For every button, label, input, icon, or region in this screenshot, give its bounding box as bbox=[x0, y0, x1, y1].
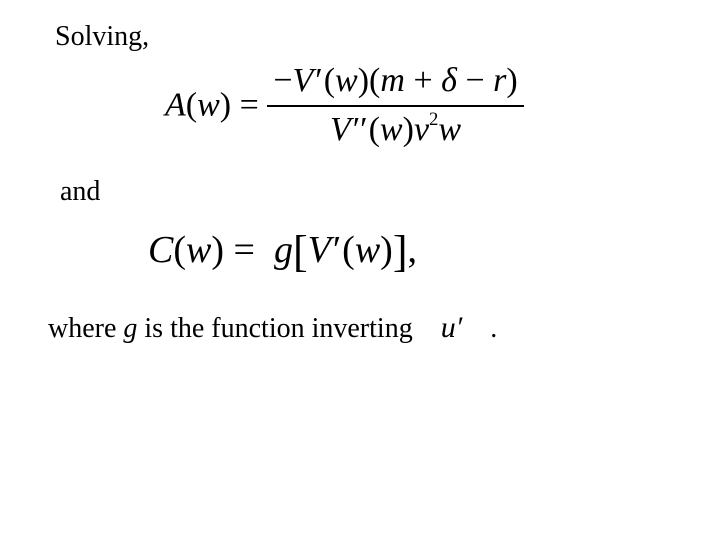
where: where bbox=[48, 313, 123, 344]
A: A bbox=[165, 86, 186, 123]
fraction: −V′(w)(m + δ − r) V′′(w)v2w bbox=[267, 60, 523, 151]
denominator: V′′(w)v2w bbox=[267, 109, 523, 152]
numerator: −V′(w)(m + δ − r) bbox=[267, 60, 523, 103]
lbracket: [ bbox=[293, 227, 308, 276]
slide: Solving, A(w) = −V′(w)(m + δ − r) V′′(w)… bbox=[0, 0, 720, 540]
g-italic: g bbox=[123, 313, 137, 344]
w: w bbox=[197, 86, 220, 123]
rbracket: ] bbox=[393, 227, 408, 276]
text-and: and bbox=[60, 175, 100, 209]
eq: = bbox=[231, 86, 267, 123]
u-prime: u′ bbox=[441, 311, 463, 344]
text-where: where g is the function inverting u′ . bbox=[48, 310, 497, 346]
period: . bbox=[490, 313, 497, 344]
equation-a: A(w) = −V′(w)(m + δ − r) V′′(w)v2w bbox=[165, 62, 524, 153]
text-solving: Solving, bbox=[55, 20, 149, 54]
equation-c: C(w) = g[V′(w)], bbox=[148, 222, 417, 273]
is-the-function: is the function inverting bbox=[137, 313, 412, 344]
po: ( bbox=[186, 86, 197, 123]
pc: ) bbox=[220, 86, 231, 123]
C: C bbox=[148, 229, 173, 271]
fraction-bar bbox=[267, 105, 523, 107]
